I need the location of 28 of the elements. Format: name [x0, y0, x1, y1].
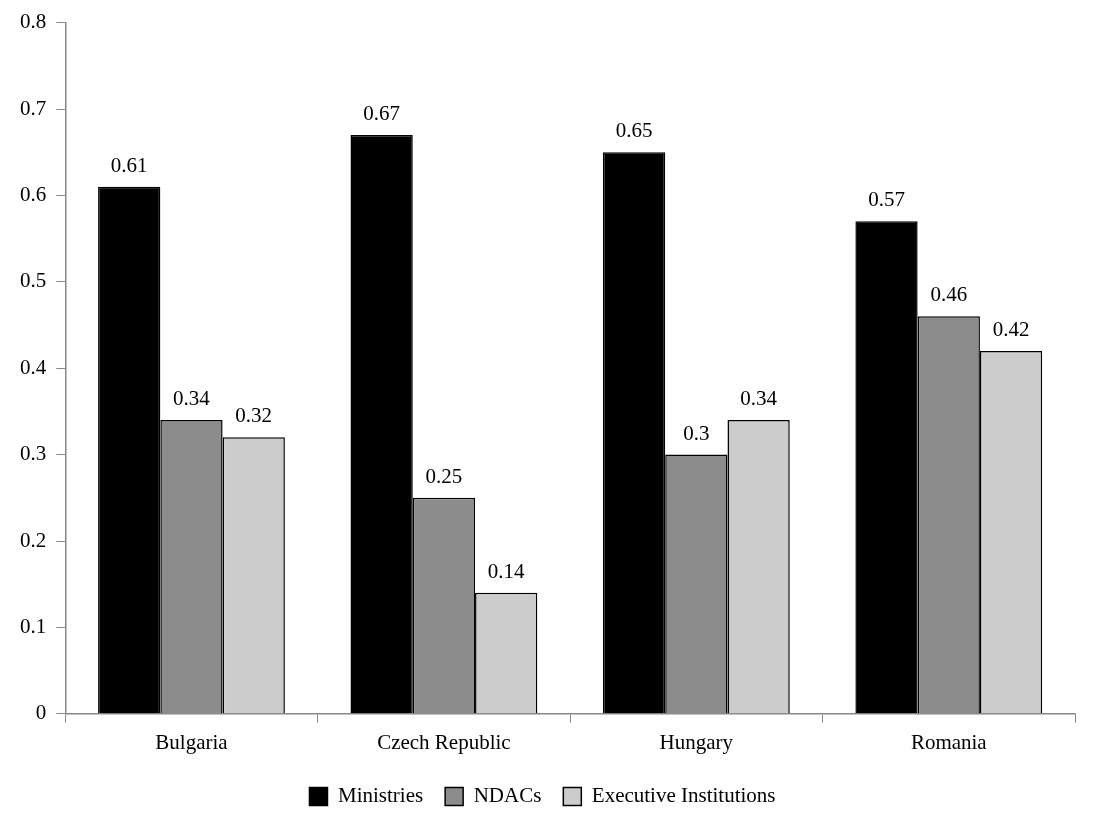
y-tick-label: 0.3	[20, 441, 47, 466]
x-tick-label: Czech Republic	[377, 729, 511, 754]
data-label: 0.3	[683, 420, 710, 445]
data-label: 0.14	[487, 558, 526, 583]
y-tick-label: 0.5	[20, 268, 47, 293]
data-label: 0.25	[425, 463, 463, 488]
y-tick-label: 0.1	[20, 613, 47, 638]
y-tick-label: 0.6	[20, 181, 47, 206]
data-label: 0.65	[615, 118, 653, 143]
legend-label: Executive Institutions	[591, 783, 776, 808]
data-label: 0.34	[173, 386, 211, 411]
data-label: 0.61	[110, 152, 148, 177]
data-label: 0.42	[992, 316, 1030, 341]
data-label: 0.57	[868, 187, 905, 212]
x-tick-label: Bulgaria	[155, 729, 229, 754]
y-tick-label: 0.2	[20, 527, 47, 552]
data-label: 0.46	[930, 282, 968, 307]
legend-label: NDACs	[473, 783, 542, 808]
y-tick-label: 0	[35, 700, 47, 725]
y-tick-label: 0.4	[20, 354, 47, 379]
y-tick-label: 0.8	[20, 9, 47, 34]
x-tick-label: Hungary	[659, 729, 734, 754]
x-tick-label: Romania	[910, 729, 988, 754]
data-label: 0.67	[363, 100, 401, 125]
legend-label: Ministries	[337, 783, 424, 808]
data-label: 0.34	[740, 386, 778, 411]
y-tick-label: 0.7	[20, 95, 47, 120]
data-label: 0.32	[235, 403, 273, 428]
